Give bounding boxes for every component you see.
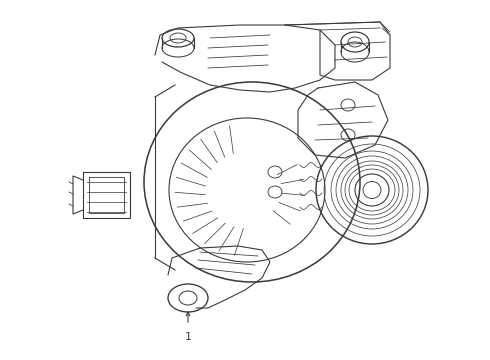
Text: 1: 1 [185,332,192,342]
